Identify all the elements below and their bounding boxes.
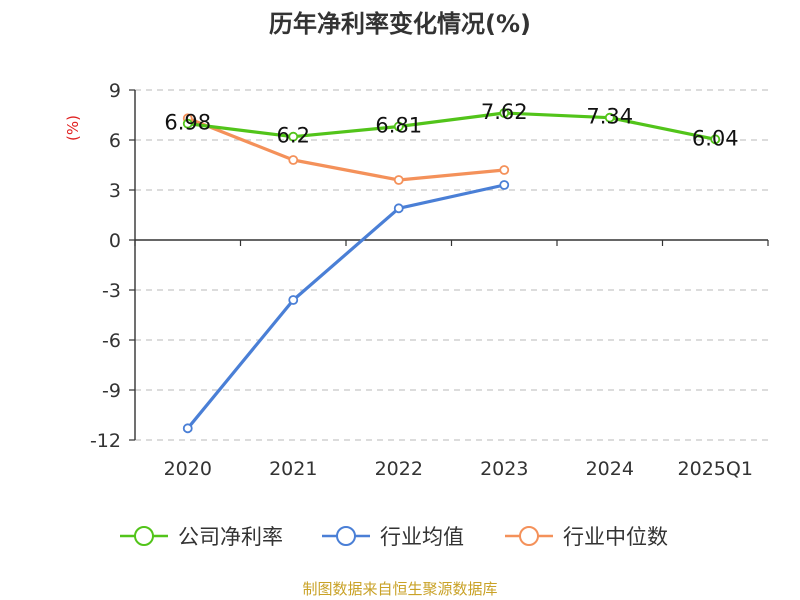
x-axis: 2020 2021 2022 2023 2024 2025Q1 [134, 90, 769, 480]
legend: 公司净利率 行业均值 行业中位数 [120, 525, 668, 549]
data-label: 7.62 [481, 100, 528, 124]
legend-marker [519, 526, 539, 546]
data-label: 6.04 [692, 126, 739, 150]
series-line [187, 116, 505, 182]
y-tick-label: -6 [102, 330, 121, 352]
legend-label: 公司净利率 [178, 525, 283, 549]
y-axis-unit: (%) [64, 115, 82, 141]
x-tick-label: 2022 [375, 458, 423, 480]
data-point [393, 121, 404, 132]
grid-lines [135, 89, 768, 441]
x-tick-label: 2025Q1 [678, 458, 753, 480]
legend-marker [134, 526, 154, 546]
data-point [393, 175, 404, 185]
data-point [288, 155, 299, 165]
y-tick-label: -9 [102, 380, 121, 402]
series-line [187, 111, 716, 141]
data-point [499, 108, 510, 118]
data-point [499, 165, 510, 175]
y-tick-label: -3 [102, 280, 121, 302]
legend-label: 行业均值 [380, 525, 464, 549]
source-note: 制图数据来自恒生聚源数据库 [302, 580, 497, 598]
y-tick-label: 6 [109, 130, 121, 152]
x-tick-label: 2024 [586, 458, 634, 480]
x-tick-label: 2020 [164, 458, 212, 480]
data-point [288, 295, 299, 305]
data-label: 6.2 [277, 124, 310, 148]
y-tick-label: 3 [109, 180, 121, 202]
data-point [604, 112, 615, 123]
y-tick-labels: 9 6 3 0 -3 -6 -9 -12 [90, 80, 135, 452]
legend-marker [336, 526, 356, 546]
legend-label: 行业中位数 [563, 525, 668, 549]
data-label: 7.34 [586, 105, 633, 129]
data-label: 6.81 [375, 114, 422, 138]
series-lines [182, 108, 721, 434]
y-tick-label: 9 [109, 80, 121, 102]
y-tick-label: 0 [109, 230, 121, 252]
x-tick-label: 2023 [480, 458, 528, 480]
y-tick-label: -12 [90, 430, 121, 452]
data-point [710, 134, 721, 145]
data-labels: 6.98 6.2 6.81 7.62 7.34 6.04 [164, 100, 738, 150]
x-tick-label: 2021 [269, 458, 317, 480]
data-point [393, 203, 404, 214]
data-label: 6.98 [164, 111, 211, 135]
data-point [288, 131, 299, 142]
data-point [499, 180, 510, 190]
series-line [186, 183, 505, 430]
data-point [182, 118, 193, 129]
chart-title: 历年净利率变化情况(%) [269, 10, 531, 38]
data-point [182, 423, 193, 434]
